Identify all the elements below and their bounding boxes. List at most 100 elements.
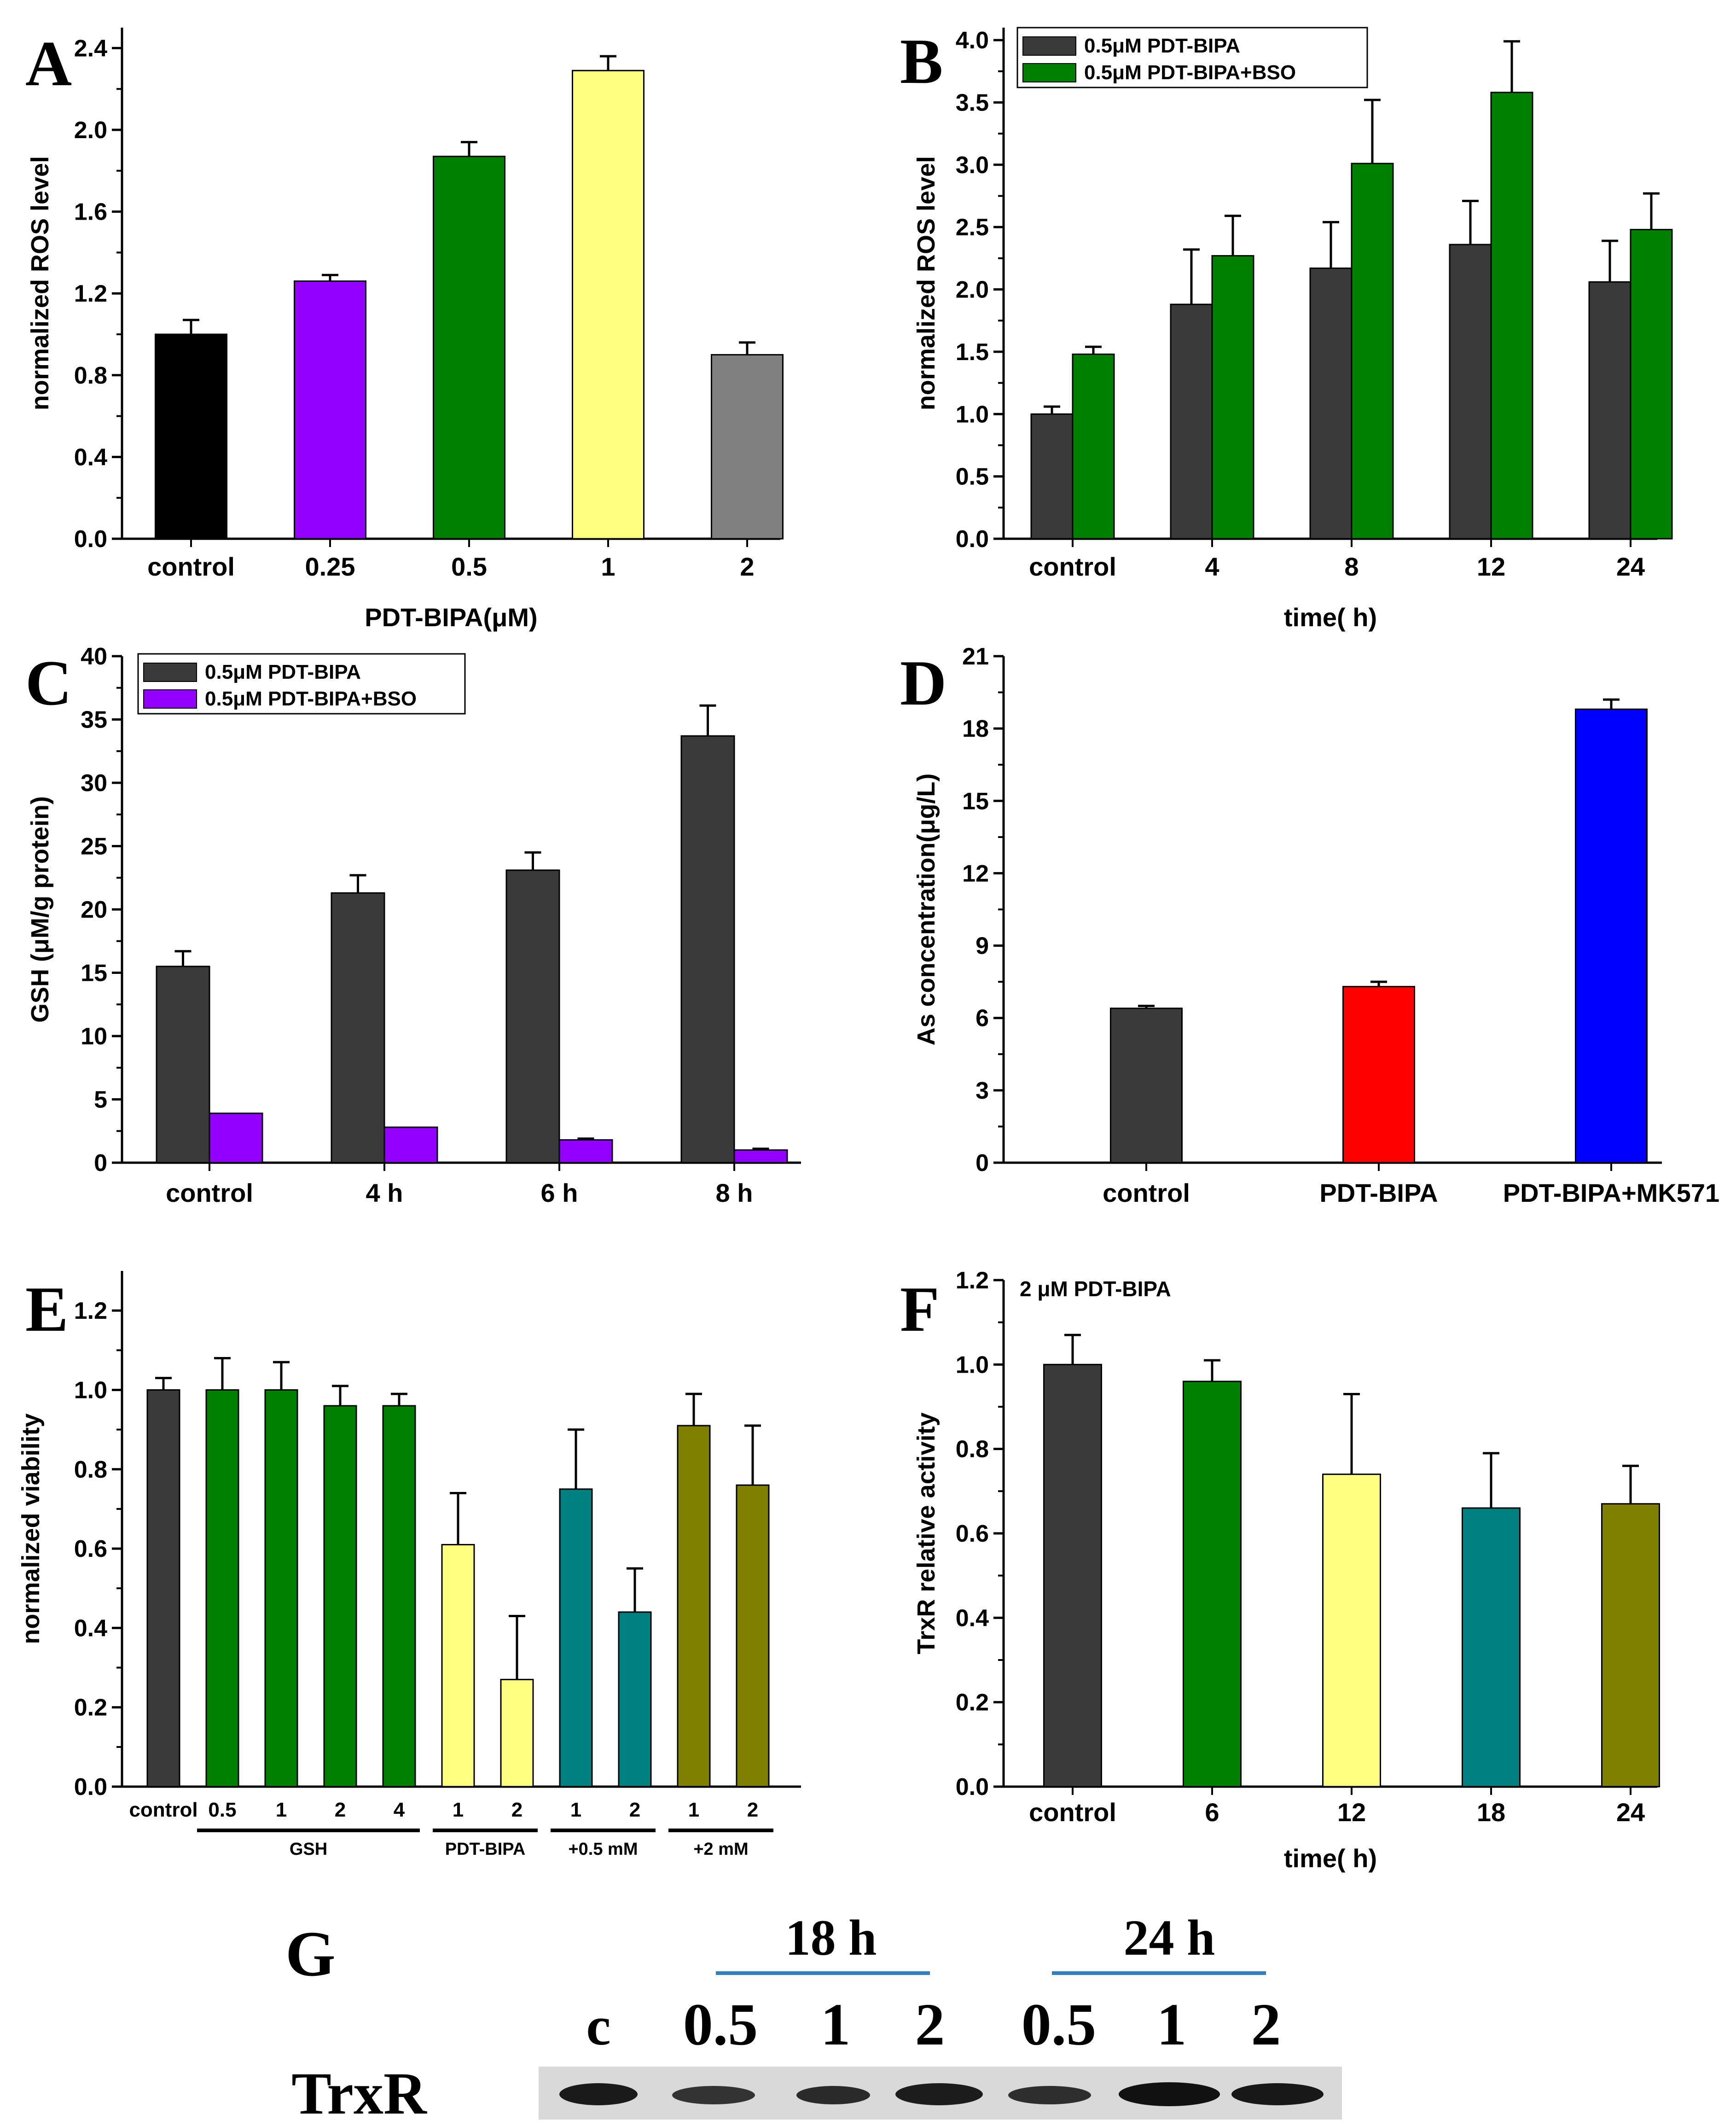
y-axis-label: GSH (μM/g protein): [26, 796, 54, 1023]
x-tick-label: control: [147, 552, 235, 581]
x-tick-label: 2: [740, 552, 754, 581]
bar: [1575, 708, 1648, 1164]
bar: [1043, 1363, 1102, 1788]
blot-lane-label: 0.5: [1022, 1992, 1097, 2058]
y-tick-label: 0.4: [74, 444, 107, 471]
y-tick-label: 0.2: [956, 1689, 989, 1716]
bar: [558, 1139, 613, 1164]
x-tick-label: 4 h: [366, 1178, 403, 1207]
x-tick-label: 2: [335, 1799, 346, 1821]
legend-swatch: [1022, 36, 1076, 56]
group-label: +0.5 mM: [568, 1840, 638, 1859]
legend: 0.5μM PDT-BIPA 0.5μM PDT-BIPA+BSO: [137, 653, 466, 715]
x-tick-label: 0.5: [451, 552, 487, 581]
y-axis-label: normalized ROS level: [912, 156, 940, 410]
y-tick-label: 0.0: [74, 526, 107, 553]
blot-group-label-24h: 24 h: [1124, 1910, 1215, 1966]
y-tick-label: 6: [975, 1005, 989, 1032]
y-tick-label: 12: [962, 860, 989, 887]
y-tick-label: 15: [81, 960, 107, 987]
blot-band: [672, 2086, 755, 2104]
y-axis-label: normalized viability: [17, 1413, 45, 1644]
bar: [294, 280, 366, 540]
y-tick-label: 15: [962, 788, 989, 815]
panel-label-f: F: [900, 1274, 940, 1345]
y-tick-label: 0.0: [956, 526, 989, 553]
panel-label-e: E: [25, 1274, 68, 1345]
bar: [441, 1544, 475, 1788]
bar: [680, 735, 735, 1164]
bar: [205, 1389, 239, 1788]
y-tick-label: 0.8: [956, 1436, 989, 1463]
y-tick-label: 40: [81, 643, 107, 670]
y-tick-label: 20: [81, 897, 107, 923]
blot-lane-label: 0.5: [683, 1992, 758, 2058]
bar: [736, 1484, 770, 1788]
y-tick-label: 10: [81, 1023, 107, 1050]
x-tick-label: 4: [394, 1799, 405, 1821]
y-tick-label: 35: [81, 707, 107, 734]
y-tick-label: 0.6: [74, 1536, 107, 1562]
western-blot: 18 h 24 h c 0.5 1 2 0.5 1 2 TrxR: [291, 1910, 1342, 2126]
bar: [1342, 986, 1415, 1164]
legend-label: 0.5μM PDT-BIPA+BSO: [205, 687, 417, 710]
blot-lane-label: c: [586, 1995, 610, 2056]
x-tick-label: 6 h: [541, 1178, 578, 1207]
x-tick-label: 12: [1337, 1798, 1366, 1827]
y-tick-label: 1.2: [74, 280, 107, 307]
legend-label: 0.5μM PDT-BIPA: [1084, 35, 1240, 57]
x-tick-label: 18: [1477, 1798, 1505, 1827]
bar: [1072, 353, 1115, 540]
y-tick-label: 2.0: [956, 277, 989, 303]
panel-label-a: A: [25, 28, 72, 99]
x-tick-label: 4: [1205, 552, 1219, 581]
blot-lane-label: 1: [821, 1992, 851, 2058]
legend-swatch: [1022, 63, 1076, 82]
chart-b: 0.0 0.5 1.0 1.5 2.0 2.5 3.0 3.5 4.0 normalized RO…: [912, 27, 1673, 632]
y-tick-label: 0.4: [956, 1605, 989, 1631]
y-tick-label: 0: [975, 1150, 989, 1177]
y-tick-label: 1.0: [956, 1351, 989, 1378]
bar: [559, 1488, 593, 1788]
y-tick-label: 9: [975, 933, 989, 960]
bar: [433, 156, 505, 540]
x-tick-label: 2: [629, 1799, 640, 1821]
bar: [1630, 229, 1673, 540]
legend-swatch: [143, 689, 197, 709]
bar: [323, 1405, 357, 1788]
y-tick-label: 1.0: [956, 401, 989, 428]
group-label: PDT-BIPA: [445, 1840, 526, 1859]
x-tick-label: 1: [453, 1799, 464, 1821]
blot-group-label-18h: 18 h: [785, 1910, 877, 1966]
chart-e: 0.0 0.2 0.4 0.6 0.8 1.0 1.2 normalized viabilit…: [17, 1271, 801, 1859]
blot-band: [1231, 2083, 1324, 2105]
y-tick-label: 2.0: [74, 117, 107, 144]
bar: [209, 1113, 263, 1164]
blot-band: [1119, 2082, 1220, 2106]
x-tick-label: PDT-BIPA+MK571: [1503, 1178, 1719, 1207]
x-tick-label: PDT-BIPA: [1319, 1178, 1438, 1207]
bar: [572, 70, 644, 540]
panel-label-c: C: [25, 647, 72, 719]
y-tick-label: 0.0: [74, 1774, 107, 1800]
panel-label-d: D: [900, 647, 946, 719]
bar: [331, 892, 385, 1164]
bar: [1309, 268, 1353, 540]
y-tick-label: 1.0: [74, 1377, 107, 1404]
x-tick-label: 12: [1477, 552, 1505, 581]
y-tick-label: 0.2: [74, 1695, 107, 1721]
bar: [1601, 1503, 1660, 1788]
blot-lane-label: 1: [1157, 1992, 1187, 2058]
y-tick-label: 18: [962, 716, 989, 742]
bar: [1030, 413, 1074, 540]
bar: [1211, 255, 1254, 540]
y-tick-label: 30: [81, 770, 107, 797]
bar: [1588, 281, 1631, 540]
x-axis-label: time( h): [1284, 1844, 1377, 1873]
x-tick-label: 0.5: [208, 1799, 236, 1821]
x-tick-label: control: [129, 1799, 197, 1821]
legend-swatch: [143, 663, 197, 682]
y-axis-label: normalized ROS level: [26, 156, 54, 410]
chart-a: 0.0 0.4 0.8 1.2 1.6 2.0 2.4 normalized ROS leve…: [26, 28, 784, 632]
